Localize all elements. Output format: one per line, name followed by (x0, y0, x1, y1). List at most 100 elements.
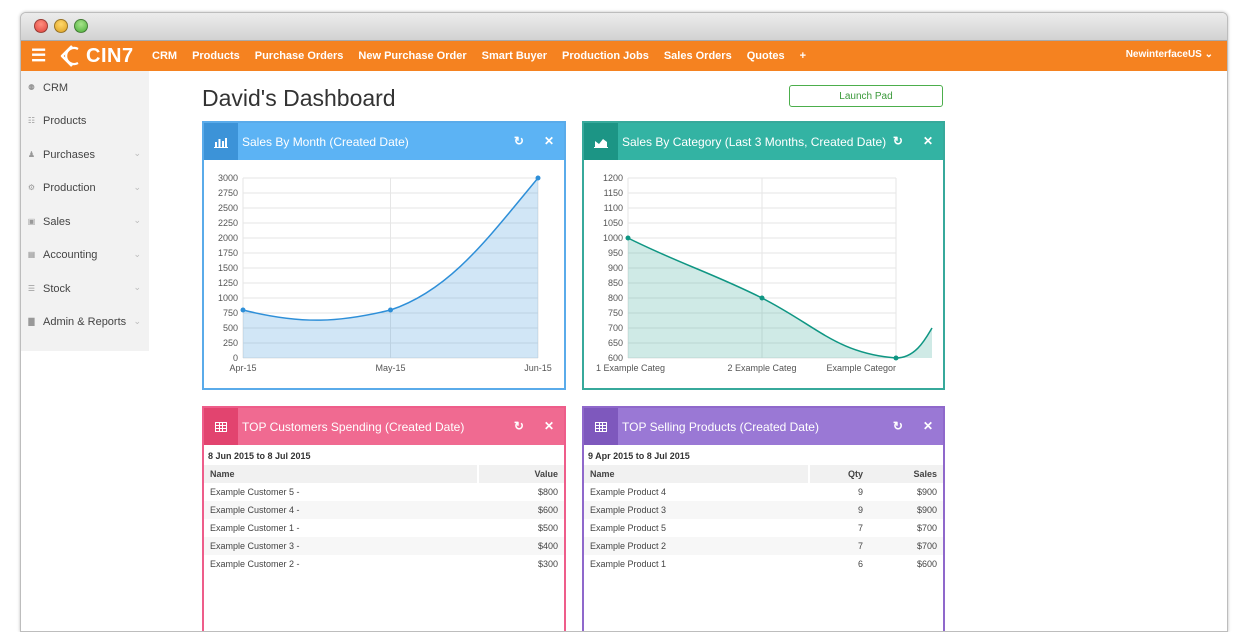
x-tick-label: 1 Example Categ (596, 363, 665, 373)
table-cell: 7 (809, 537, 869, 555)
column-header-qty: Qty (808, 465, 869, 483)
y-tick-label: 1100 (604, 203, 623, 213)
widget-title: TOP Selling Products (Created Date) (622, 419, 819, 434)
nav-item-sales-orders[interactable]: Sales Orders (663, 50, 732, 62)
nav-item-crm[interactable]: CRM (152, 50, 178, 62)
close-icon[interactable]: ✕ (922, 419, 933, 433)
money-icon: ▣ (27, 216, 36, 226)
data-point (535, 175, 541, 181)
table-row: Example Product 1 6 $600 (584, 555, 943, 573)
y-tick-label: 950 (608, 248, 623, 258)
area-chart-icon (584, 123, 618, 160)
refresh-icon[interactable]: ↻ (513, 419, 524, 433)
page-title: David's Dashboard (202, 85, 396, 111)
close-window-button[interactable] (34, 19, 48, 33)
user-menu[interactable]: NewinterfaceUS ⌄ (1125, 49, 1213, 60)
x-tick-label: Jun-15 (524, 363, 552, 373)
sales-by-month-chart: 0 250 500 750 1000 1250 1500 1750 2000 2250 2500 27… (218, 173, 552, 373)
nav-item-production-jobs[interactable]: Production Jobs (562, 50, 649, 62)
list-icon: ☰ (27, 283, 36, 293)
sidebar-item-label: Sales (43, 215, 71, 228)
nav-item-quotes[interactable]: Quotes (746, 50, 785, 62)
sidebar-item-admin-reports[interactable]: ▇ Admin & Reports ⌄ (21, 306, 149, 340)
table-cell: $300 (537, 559, 558, 569)
sidebar-item-stock[interactable]: ☰ Stock ⌄ (21, 272, 149, 306)
table-cell: Example Product 2 (584, 537, 809, 555)
series-area (243, 178, 538, 358)
nav-item-smart-buyer[interactable]: Smart Buyer (481, 50, 548, 62)
window-titlebar (21, 13, 1227, 41)
nav-item-products[interactable]: Products (192, 50, 240, 62)
refresh-icon[interactable]: ↻ (892, 419, 903, 433)
hamburger-menu-icon[interactable]: ☰ (31, 46, 47, 65)
table-cell: $700 (869, 537, 943, 555)
chevron-down-icon: ⌄ (133, 315, 141, 326)
sales-by-category-chart: 600 650 700 750 800 850 900 950 1000 1050 1100 1150… (596, 173, 933, 373)
close-icon[interactable]: ✕ (543, 134, 554, 148)
chevron-down-icon: ⌄ (133, 282, 141, 292)
table-cell: 6 (857, 559, 863, 569)
chart-icon: ▇ (28, 317, 35, 327)
sidebar-item-sales[interactable]: ▣ Sales ⌄ (21, 205, 149, 239)
table-row: Example Customer 3 - $400 (204, 537, 564, 555)
table-cell: Example Customer 3 - (204, 537, 478, 555)
table-cell: $900 (916, 487, 937, 497)
cogs-icon: ⚙ (27, 183, 36, 193)
table-cell: Example Product 1 (590, 559, 667, 569)
y-tick-label: 1150 (604, 188, 623, 198)
data-point (893, 355, 899, 361)
launch-pad-button[interactable]: Launch Pad (789, 85, 943, 107)
nav-item-purchase-orders[interactable]: Purchase Orders (254, 50, 344, 62)
sidebar-item-label: Accounting (43, 249, 98, 262)
sidebar-item-accounting[interactable]: ▦ Accounting ⌄ (21, 239, 149, 273)
sidebar-item-crm[interactable]: ⚉ CRM (21, 71, 149, 105)
close-icon[interactable]: ✕ (543, 419, 554, 433)
y-tick-label: 500 (223, 323, 238, 333)
table-cell: 7 (857, 523, 863, 533)
sidebar-item-products[interactable]: ☷ Products (21, 105, 149, 139)
sidebar-item-purchases[interactable]: ♟ Purchases ⌄ (21, 138, 149, 172)
users-icon: ⚉ (27, 82, 36, 92)
top-customers-table: Name Value Example Customer 5 - $800 Examp… (204, 465, 564, 573)
cin7-logo[interactable]: CIN7 (58, 44, 134, 68)
nav-item-plus[interactable]: + (799, 50, 807, 62)
table-cell: $800 (537, 487, 558, 497)
y-tick-label: 2500 (218, 203, 238, 213)
nav-item-new-purchase-order[interactable]: New Purchase Order (358, 50, 467, 62)
y-tick-label: 600 (608, 353, 623, 363)
series-line (627, 237, 933, 359)
widget-header: TOP Selling Products (Created Date) ↻ ✕ (584, 408, 943, 445)
x-tick-label: 2 Example Categ (727, 363, 796, 373)
y-tick-label: 750 (608, 308, 623, 318)
y-tick-label: 2000 (218, 233, 238, 243)
zoom-window-button[interactable] (74, 19, 88, 33)
sidebar: ⚉ CRM ☷ Products ♟ Purchases ⌄ ⚙ Production ⌄ ▣ Sal… (21, 71, 149, 351)
y-tick-label: 650 (608, 338, 623, 348)
sales-by-month-widget: Sales By Month (Created Date) ↻ ✕ 0 250 50… (202, 121, 566, 390)
series-area (628, 238, 932, 358)
x-tick-label: Apr-15 (229, 363, 256, 373)
user-icon: ♟ (27, 149, 36, 159)
column-header-name: Name (584, 465, 809, 483)
x-tick-label: May-15 (375, 363, 405, 373)
top-products-table: Name Qty Sales Example Product 4 9 $900 Exa… (584, 465, 943, 573)
table-row: Example Product 4 9 $900 (584, 483, 943, 501)
minimize-window-button[interactable] (54, 19, 68, 33)
chevron-down-icon: ⌄ (133, 148, 141, 158)
y-tick-label: 250 (223, 338, 238, 348)
sidebar-item-production[interactable]: ⚙ Production ⌄ (21, 172, 149, 206)
y-tick-label: 1200 (603, 173, 623, 183)
sidebar-item-label: CRM (43, 81, 69, 94)
widget-header: TOP Customers Spending (Created Date) ↻ … (204, 408, 564, 445)
table-row: Example Customer 4 - $600 (204, 501, 564, 519)
refresh-icon[interactable]: ↻ (892, 134, 903, 148)
table-row: Example Customer 2 - $300 (204, 555, 564, 573)
close-icon[interactable]: ✕ (922, 134, 933, 148)
calculator-icon: ▦ (27, 250, 36, 260)
data-point (625, 235, 631, 241)
y-tick-label: 1000 (603, 233, 623, 243)
table-cell: $500 (537, 523, 558, 533)
sales-by-category-widget: Sales By Category (Last 3 Months, Create… (582, 121, 945, 390)
y-tick-label: 850 (608, 278, 623, 288)
refresh-icon[interactable]: ↻ (513, 134, 524, 148)
